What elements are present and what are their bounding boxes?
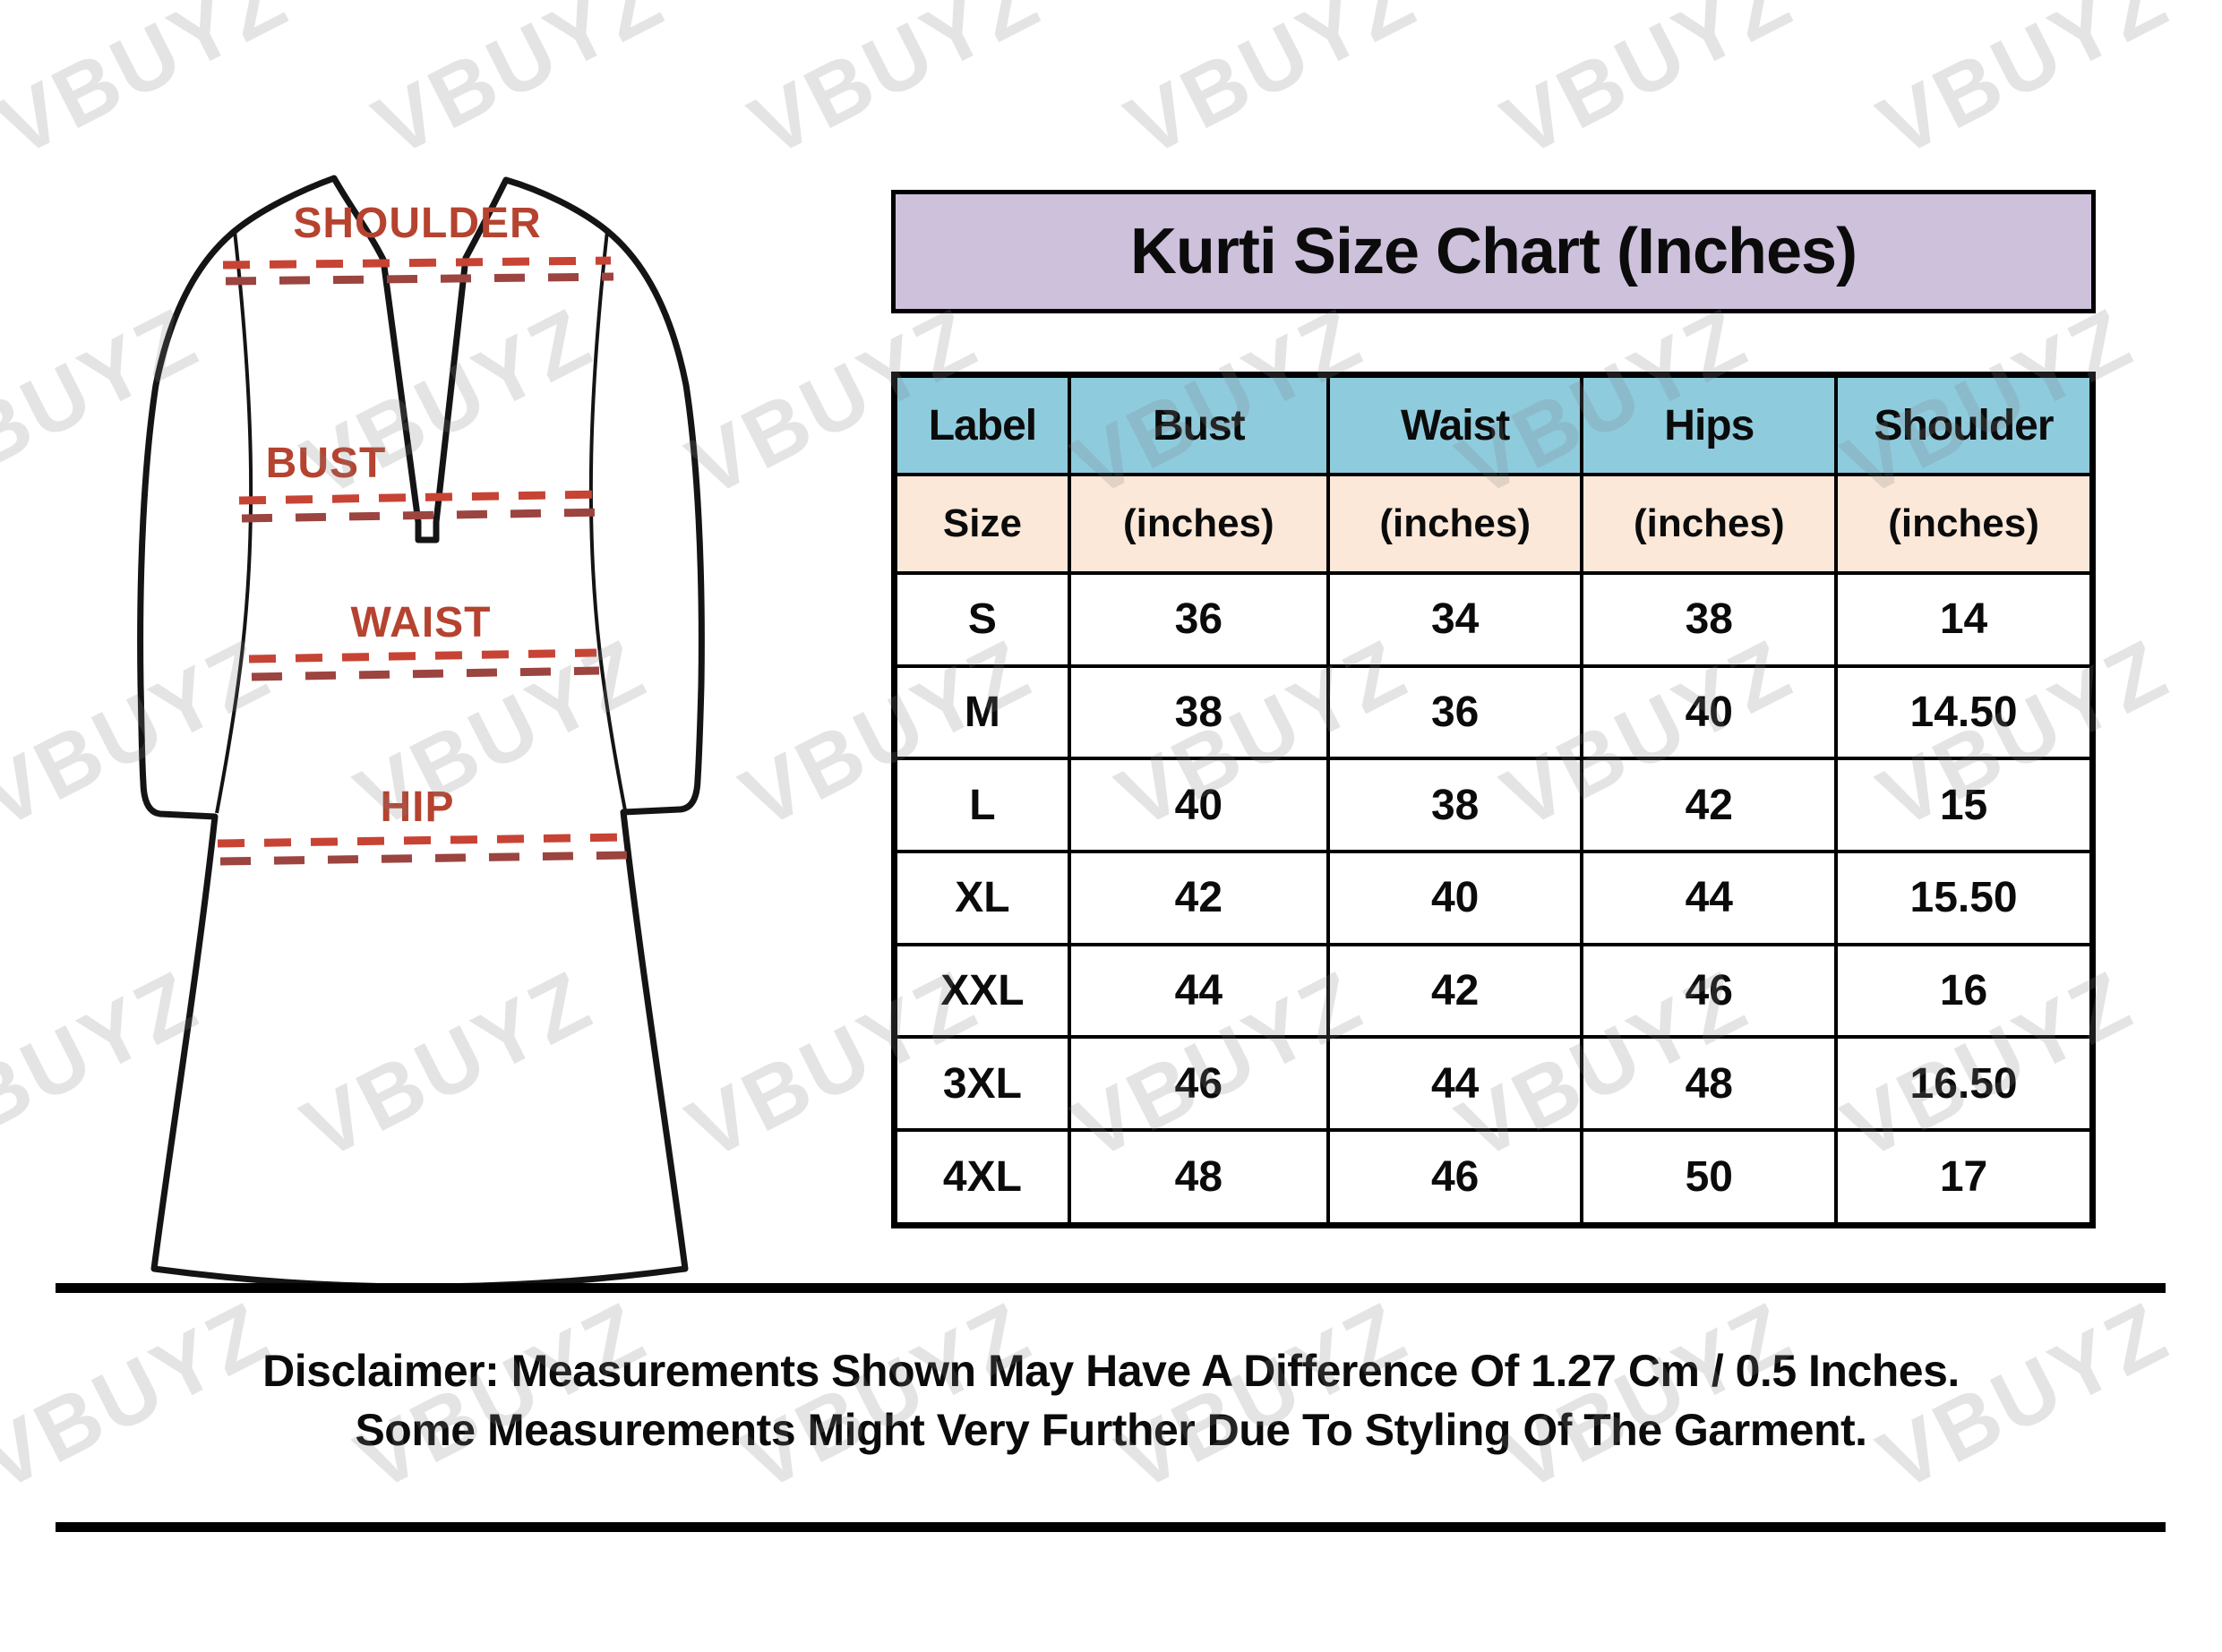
watermark-text: VBUYZ [1488, 0, 1807, 175]
table-row-3xl: 3XL 46 44 48 16.50 [892, 1035, 2095, 1133]
table-row-s: S 36 34 38 14 [892, 571, 2095, 668]
page-title: Kurti Size Chart (Inches) [1129, 216, 1857, 287]
waist-measure-line [248, 648, 600, 681]
cell-hips: 42 [1580, 757, 1839, 854]
cell-bust: 44 [1067, 942, 1330, 1040]
cell-size: 3XL [892, 1035, 1071, 1133]
disclaimer-line-2: Some Measurements Might Very Further Due… [355, 1405, 1867, 1455]
cell-hips: 44 [1580, 850, 1839, 946]
cell-size: XXL [892, 942, 1071, 1040]
subheader-waist-unit: (inches) [1325, 473, 1584, 575]
cell-bust: 36 [1067, 571, 1330, 668]
cell-shoulder: 16 [1834, 942, 2095, 1040]
kurti-measurement-diagram: SHOULDER BUST WAIST HIP [85, 139, 730, 1312]
table-row-l: L 40 38 42 15 [892, 757, 2095, 854]
cell-size: S [892, 571, 1071, 668]
watermark-text: VBUYZ [1111, 0, 1431, 175]
cell-hips: 50 [1580, 1128, 1839, 1228]
table-row-m: M 38 36 40 14.50 [892, 663, 2095, 761]
subheader-bust-unit: (inches) [1067, 473, 1330, 575]
cell-bust: 48 [1067, 1128, 1330, 1228]
cell-size: M [892, 663, 1071, 761]
right-seam-line [588, 230, 627, 811]
chart-title-box: Kurti Size Chart (Inches) [891, 190, 2096, 313]
table-row-xxl: XXL 44 42 46 16 [892, 942, 2095, 1040]
left-seam-line [215, 230, 253, 814]
cell-hips: 38 [1580, 571, 1839, 668]
size-table: Label Bust Waist Hips Shoulder Size (inc… [891, 372, 2096, 1228]
header-bust: Bust [1067, 372, 1330, 476]
table-row-xl: XL 42 40 44 15.50 [892, 850, 2095, 946]
cell-waist: 42 [1325, 942, 1584, 1040]
header-label: Label [892, 372, 1071, 476]
cell-size: 4XL [892, 1128, 1071, 1228]
cell-size: XL [892, 850, 1071, 946]
hip-label: HIP [380, 783, 454, 831]
table-row-4xl: 4XL 48 46 50 17 [892, 1128, 2095, 1228]
watermark-text: VBUYZ [735, 0, 1055, 175]
disclaimer-line-1: Disclaimer: Measurements Shown May Have … [262, 1346, 1960, 1396]
cell-bust: 40 [1067, 757, 1330, 854]
cell-bust: 46 [1067, 1035, 1330, 1133]
header-waist: Waist [1325, 372, 1584, 476]
waist-label: WAIST [351, 599, 492, 646]
cell-waist: 44 [1325, 1035, 1584, 1133]
divider-line-top [56, 1283, 2166, 1293]
divider-line-bottom [56, 1522, 2166, 1532]
subheader-size: Size [892, 473, 1071, 575]
hip-measure-line [217, 833, 631, 866]
bust-label: BUST [266, 440, 387, 487]
shoulder-measure-line [222, 256, 614, 286]
kurti-outline-svg: SHOULDER BUST WAIST HIP [137, 175, 705, 1290]
cell-waist: 34 [1325, 571, 1584, 668]
bust-measure-line [238, 490, 605, 523]
size-table-container: Label Bust Waist Hips Shoulder Size (inc… [891, 372, 2096, 1228]
cell-shoulder: 14.50 [1834, 663, 2095, 761]
cell-hips: 48 [1580, 1035, 1839, 1133]
cell-bust: 38 [1067, 663, 1330, 761]
cell-waist: 36 [1325, 663, 1584, 761]
cell-shoulder: 14 [1834, 571, 2095, 668]
table-subheader-row: Size (inches) (inches) (inches) (inches) [892, 473, 2095, 575]
cell-waist: 46 [1325, 1128, 1584, 1228]
disclaimer-text: Disclaimer: Measurements Shown May Have … [0, 1341, 2222, 1459]
cell-hips: 40 [1580, 663, 1839, 761]
cell-waist: 40 [1325, 850, 1584, 946]
subheader-shoulder-unit: (inches) [1834, 473, 2095, 575]
header-hips: Hips [1580, 372, 1839, 476]
kurti-body-outline [137, 175, 705, 1290]
cell-shoulder: 15.50 [1834, 850, 2095, 946]
watermark-text: VBUYZ [1864, 0, 2183, 175]
header-shoulder: Shoulder [1834, 372, 2095, 476]
cell-shoulder: 17 [1834, 1128, 2095, 1228]
subheader-hips-unit: (inches) [1580, 473, 1839, 575]
cell-shoulder: 15 [1834, 757, 2095, 854]
shoulder-label: SHOULDER [293, 200, 541, 247]
cell-hips: 46 [1580, 942, 1839, 1040]
cell-size: L [892, 757, 1071, 854]
cell-shoulder: 16.50 [1834, 1035, 2095, 1133]
cell-bust: 42 [1067, 850, 1330, 946]
cell-waist: 38 [1325, 757, 1584, 854]
table-header-row: Label Bust Waist Hips Shoulder [892, 372, 2095, 476]
